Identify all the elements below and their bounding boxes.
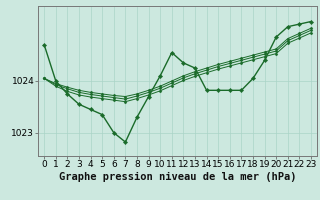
X-axis label: Graphe pression niveau de la mer (hPa): Graphe pression niveau de la mer (hPa) — [59, 172, 296, 182]
